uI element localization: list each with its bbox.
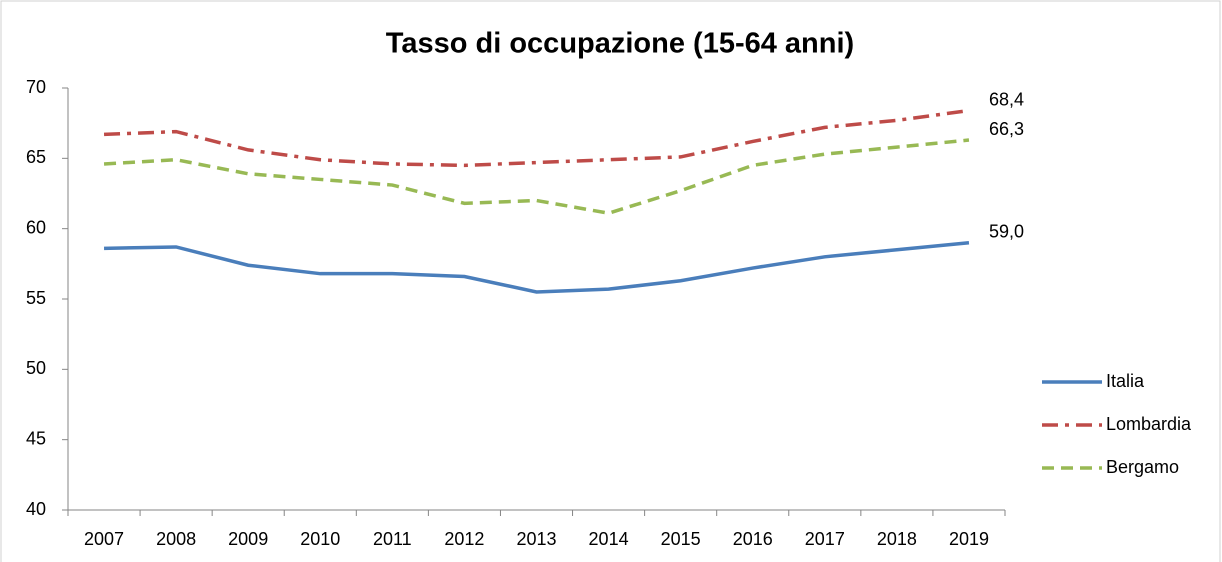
y-tick-label: 45 [26, 428, 46, 448]
x-tick-label: 2016 [733, 529, 773, 549]
legend-label: Lombardia [1106, 414, 1192, 434]
x-tick-label: 2018 [877, 529, 917, 549]
series-line [103, 138, 970, 215]
y-tick-label: 70 [26, 77, 46, 97]
data-label: 59,0 [989, 221, 1024, 241]
y-tick-label: 40 [26, 499, 46, 519]
x-tick-label: 2015 [661, 529, 701, 549]
x-tick-label: 2010 [300, 529, 340, 549]
legend-label: Italia [1106, 371, 1145, 391]
x-tick-label: 2008 [156, 529, 196, 549]
x-tick-label: 2009 [228, 529, 268, 549]
series-line [104, 240, 970, 294]
data-label: 66,3 [989, 119, 1024, 139]
y-tick-label: 60 [26, 217, 46, 237]
y-tick-label: 50 [26, 358, 46, 378]
x-tick-label: 2012 [444, 529, 484, 549]
data-label: 68,4 [989, 89, 1024, 109]
x-tick-label: 2013 [516, 529, 556, 549]
x-tick-label: 2011 [373, 529, 412, 549]
chart-title: Tasso di occupazione (15-64 anni) [386, 28, 854, 60]
series-line [103, 108, 970, 168]
x-tick-label: 2014 [589, 529, 629, 549]
x-tick-label: 2017 [805, 529, 845, 549]
x-tick-label: 2007 [84, 529, 124, 549]
x-tick-label: 2019 [949, 529, 989, 549]
y-tick-label: 55 [26, 288, 46, 308]
y-tick-label: 65 [26, 147, 46, 167]
legend-label: Bergamo [1106, 457, 1179, 477]
